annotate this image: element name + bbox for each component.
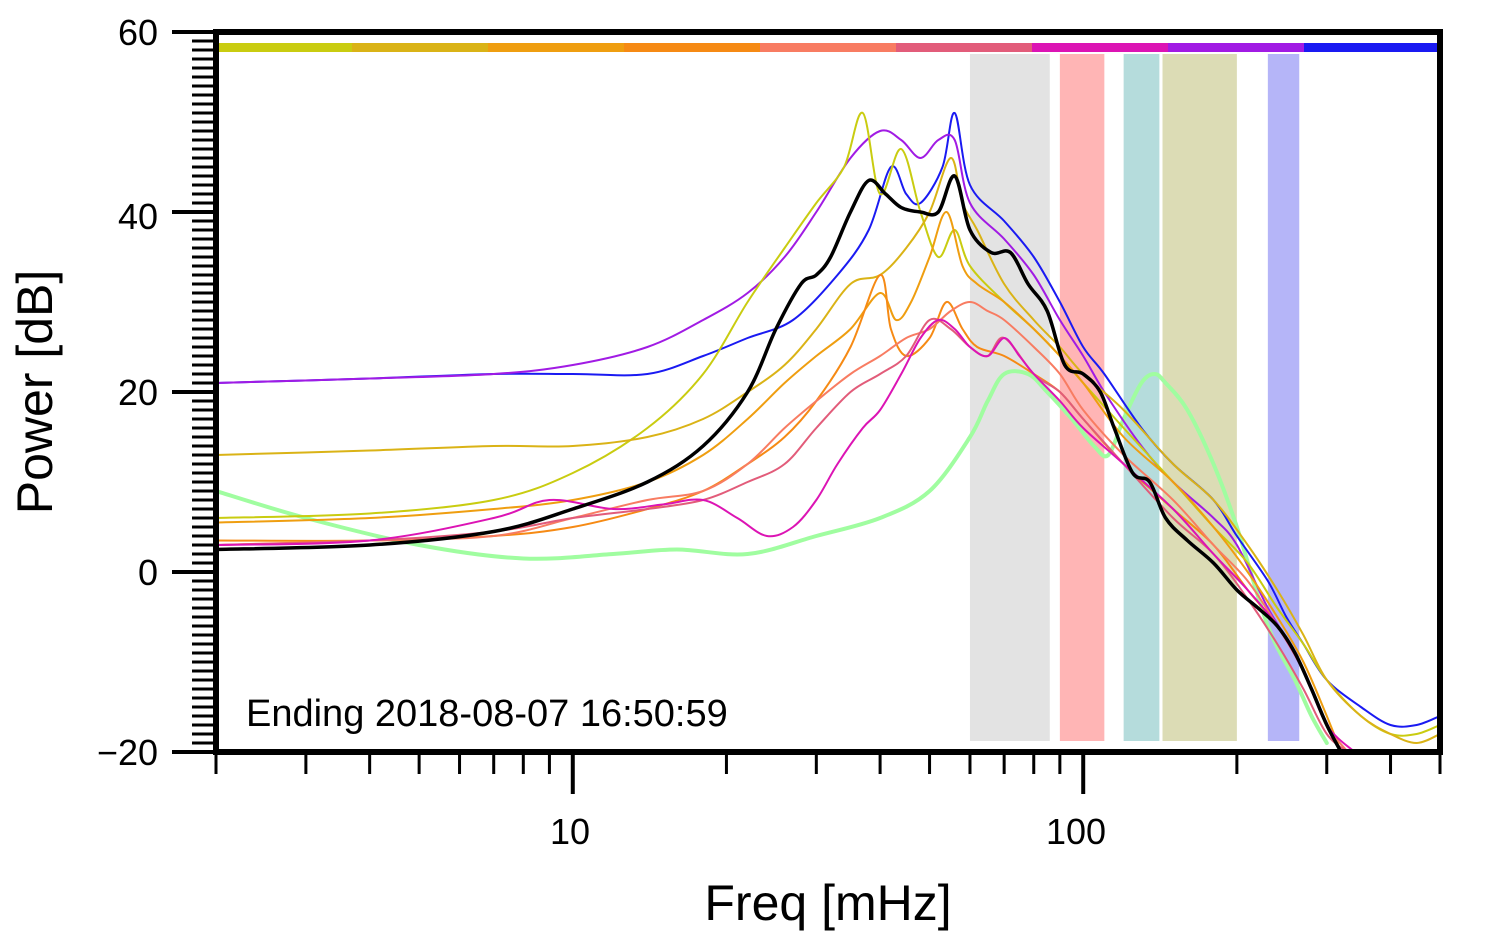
series-line-8 <box>216 301 1349 752</box>
series-line-1 <box>216 369 1329 745</box>
y-tick-label-60: 60 <box>118 12 158 53</box>
colorbar-segment-5 <box>760 43 897 52</box>
y-axis-title: Power [dB] <box>7 270 63 515</box>
series-line-5 <box>216 156 1440 744</box>
series-group <box>216 111 1440 752</box>
series-line-4 <box>216 111 1440 737</box>
x-axis-ticks <box>214 752 1442 794</box>
colorbar-segment-2 <box>352 43 489 52</box>
x-axis-title: Freq [mHz] <box>704 875 951 931</box>
y-tick-label-40: 40 <box>118 196 158 237</box>
series-line-10 <box>216 318 1356 752</box>
shaded-bands <box>969 54 1300 741</box>
y-tick-label-20: 20 <box>118 372 158 413</box>
colorbar-segment-9 <box>1304 43 1441 52</box>
shaded-band-4 <box>1162 54 1237 741</box>
ending-timestamp-annotation: Ending 2018-08-07 16:50:59 <box>246 693 728 735</box>
shaded-band-3 <box>1123 54 1160 741</box>
shaded-band-1 <box>969 54 1050 741</box>
x-tick-label-100: 100 <box>1046 811 1106 852</box>
series-line-11 <box>216 174 1343 752</box>
series-line-3 <box>216 129 1343 752</box>
colorbar-segment-6 <box>896 43 1033 52</box>
colorbar-segment-4 <box>624 43 761 52</box>
y-tick-label-0: 0 <box>138 552 158 593</box>
colorbar-segment-8 <box>1168 43 1305 52</box>
colorbar-segment-3 <box>488 43 625 52</box>
x-tick-label-10: 10 <box>550 811 590 852</box>
colorbar-strip <box>216 43 1441 52</box>
y-tick-label-minus-20: −20 <box>97 732 158 773</box>
colorbar-segment-1 <box>216 43 353 52</box>
y-axis-ticks <box>172 30 216 754</box>
colorbar-segment-7 <box>1032 43 1169 52</box>
